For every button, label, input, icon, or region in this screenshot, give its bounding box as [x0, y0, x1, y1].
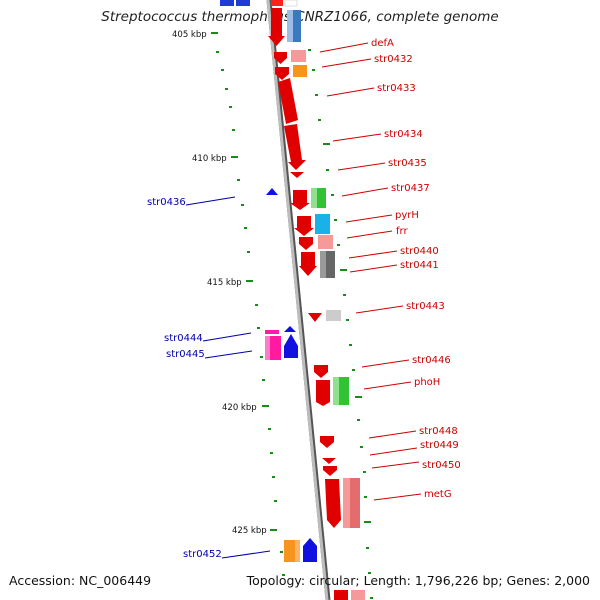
label-str0437[interactable]: str0437 — [391, 183, 430, 194]
gene-feature-top-reverse-2[interactable] — [236, 0, 250, 6]
gene-pyrH[interactable] — [294, 216, 314, 236]
leader-line — [346, 230, 393, 239]
leader-line — [373, 493, 422, 501]
reverse-labels: str0436 str0444 str0445 str0452 — [147, 196, 271, 560]
gene-str0432-box[interactable] — [291, 50, 306, 62]
label-frr[interactable]: frr — [396, 226, 408, 237]
gene-str0433[interactable] — [275, 67, 289, 80]
leader-line — [321, 58, 372, 68]
label-str0435[interactable]: str0435 — [388, 158, 427, 169]
gene-str0435[interactable] — [284, 124, 306, 170]
gene-str0433-box[interactable] — [293, 65, 307, 77]
gene-str0449[interactable] — [322, 458, 336, 464]
label-str0444[interactable]: str0444 — [164, 333, 203, 344]
gene-feature-top-reverse[interactable] — [220, 0, 234, 6]
gene-str0446[interactable] — [314, 365, 328, 378]
gene-str0437-box-hl[interactable] — [311, 188, 317, 208]
outer-ticks — [308, 49, 373, 599]
leader-line — [337, 162, 386, 171]
gene-frr[interactable] — [299, 237, 313, 250]
gene-phoH[interactable] — [316, 380, 330, 406]
label-str0449[interactable]: str0449 — [420, 440, 459, 451]
gene-str0437[interactable] — [290, 190, 310, 210]
leader-line — [371, 461, 420, 469]
gene-str0445-arrow[interactable] — [284, 334, 298, 358]
gene-str0434[interactable] — [278, 78, 298, 124]
gene-defA[interactable] — [268, 8, 285, 46]
leader-line — [368, 430, 417, 439]
gene-metG[interactable] — [325, 479, 341, 528]
gene-str0436[interactable] — [266, 188, 278, 195]
gene-feature-top[interactable] — [271, 0, 283, 6]
leader-line — [204, 350, 253, 359]
leader-line — [326, 87, 375, 97]
scale-label: 415 kbp — [207, 278, 242, 288]
forward-labels: defA str0432 str0433 str0434 str0435 str… — [319, 38, 461, 501]
gene-str0435-tip[interactable] — [290, 172, 304, 178]
gene-str0450[interactable] — [323, 466, 337, 476]
gene-feature-top[interactable] — [284, 0, 298, 7]
label-str0440[interactable]: str0440 — [400, 246, 439, 257]
gene-str0448[interactable] — [320, 436, 334, 448]
gene-pyrH-box[interactable] — [315, 214, 330, 234]
gene-feature-bottom[interactable] — [334, 590, 348, 600]
gene-str0443[interactable] — [308, 313, 322, 322]
reverse-strand-genes — [220, 0, 317, 562]
scale-label: 410 kbp — [192, 154, 227, 164]
label-str0434[interactable]: str0434 — [384, 129, 423, 140]
gene-str0440[interactable] — [299, 252, 317, 276]
scale-label: 420 kbp — [222, 403, 257, 413]
label-str0441[interactable]: str0441 — [400, 260, 439, 271]
accession-text: Accession: NC_006449 — [9, 573, 152, 588]
label-str0432[interactable]: str0432 — [374, 54, 413, 65]
label-metG[interactable]: metG — [424, 489, 452, 500]
gene-str0452-hl[interactable] — [295, 540, 300, 562]
scale-label: 425 kbp — [232, 526, 267, 536]
topology-text: Topology: circular; Length: 1,796,226 bp… — [246, 573, 590, 588]
leader-line — [348, 250, 398, 259]
leader-line — [363, 381, 412, 390]
label-pyrH[interactable]: pyrH — [395, 210, 419, 221]
gene-metG-box-hl[interactable] — [350, 478, 360, 528]
backbone — [266, 0, 329, 600]
label-str0450[interactable]: str0450 — [422, 460, 461, 471]
label-str0436[interactable]: str0436 — [147, 197, 186, 208]
scale-labels: 405 kbp 410 kbp 415 kbp 420 kbp 425 kbp — [172, 30, 267, 536]
leader-line — [332, 133, 382, 142]
gene-str0444[interactable] — [265, 330, 279, 334]
leader-line — [355, 305, 404, 314]
label-str0446[interactable]: str0446 — [412, 355, 451, 366]
leader-line — [345, 214, 393, 223]
gene-str0444-arrow[interactable] — [284, 326, 296, 332]
leader-line — [349, 264, 398, 273]
gene-str0432[interactable] — [274, 52, 287, 64]
gene-str0452-arrow[interactable] — [303, 538, 317, 562]
leader-line — [202, 332, 252, 342]
leader-line — [319, 42, 369, 53]
leader-line — [369, 447, 418, 456]
gene-feature-blue-light[interactable] — [287, 10, 293, 42]
gene-feature-bottom-2[interactable] — [351, 590, 365, 600]
scale-label: 405 kbp — [172, 30, 207, 40]
gene-phoH-box-hl[interactable] — [333, 377, 339, 405]
label-phoH[interactable]: phoH — [414, 377, 440, 388]
leader-line — [361, 359, 410, 368]
gene-str0445-hl[interactable] — [265, 336, 270, 360]
label-str0443[interactable]: str0443 — [406, 301, 445, 312]
label-defA[interactable]: defA — [371, 38, 394, 49]
label-str0452[interactable]: str0452 — [183, 549, 222, 560]
gene-frr-box[interactable] — [318, 235, 333, 249]
leader-line — [221, 550, 271, 559]
gene-str0440-box-hl[interactable] — [320, 251, 326, 278]
label-str0445[interactable]: str0445 — [166, 349, 205, 360]
label-str0433[interactable]: str0433 — [377, 83, 416, 94]
gene-str0443-box[interactable] — [326, 310, 341, 321]
leader-line — [185, 196, 236, 206]
label-str0448[interactable]: str0448 — [419, 426, 458, 437]
leader-line — [341, 187, 389, 197]
scale-ticks — [211, 32, 285, 576]
forward-strand-genes — [268, 0, 365, 600]
